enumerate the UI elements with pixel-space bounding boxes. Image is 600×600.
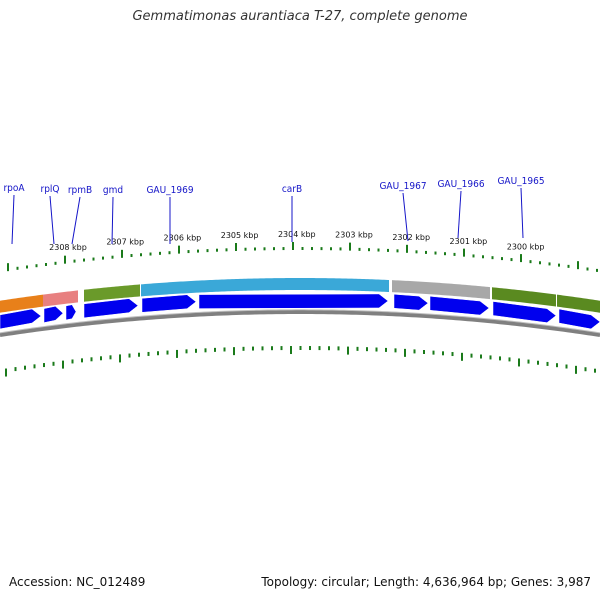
- gene-label: GAU_1969: [146, 185, 193, 196]
- kbp-label: 2306 kbp: [164, 233, 202, 242]
- gene-label-leader: [402, 192, 409, 242]
- feature-segment: [557, 294, 600, 313]
- accession-label: Accession: NC_012489: [9, 575, 146, 589]
- kbp-label: 2305 kbp: [221, 231, 259, 240]
- gene-arrow: [492, 301, 557, 323]
- gene-label: GAU_1967: [379, 181, 426, 192]
- gene-label: carB: [282, 184, 302, 195]
- gene-label-leader: [111, 196, 114, 245]
- gene-label: rplQ: [41, 184, 60, 195]
- gene-label: rpoA: [3, 183, 25, 194]
- feature-segment: [0, 294, 43, 313]
- kbp-label: 2300 kbp: [507, 243, 545, 252]
- gene-arrow: [558, 308, 600, 330]
- feature-segment: [43, 292, 64, 307]
- kbp-label: 2304 kbp: [278, 230, 316, 239]
- kbp-label: 2302 kbp: [392, 233, 430, 242]
- feature-segment: [392, 280, 490, 300]
- gene-label: GAU_1966: [437, 179, 484, 190]
- kbp-label: 2301 kbp: [450, 237, 488, 246]
- genome-backbone-highlight: [0, 309, 600, 334]
- gene-label: GAU_1965: [497, 176, 544, 187]
- feature-segment: [84, 284, 140, 302]
- gene-label: rpmB: [68, 185, 92, 196]
- gene-label-leader: [520, 187, 524, 239]
- feature-segment: [141, 280, 198, 297]
- gene-arrow: [198, 293, 389, 309]
- gene-arrow: [393, 293, 429, 311]
- kbp-label: 2307 kbp: [106, 238, 144, 247]
- feature-segment: [492, 287, 556, 307]
- gene-arrow: [0, 308, 42, 330]
- genome-backbone: [0, 310, 600, 338]
- gene-label-leader: [11, 194, 15, 245]
- genome-summary: Topology: circular; Length: 4,636,964 bp…: [261, 575, 591, 589]
- gene-arrow: [83, 298, 139, 319]
- gene-label: gmd: [103, 185, 123, 196]
- feature-segment: [64, 290, 78, 305]
- gene-arrow: [429, 296, 490, 316]
- gene-arrow: [43, 305, 64, 323]
- gene-label-leader: [49, 195, 55, 245]
- gene-arrow: [141, 294, 197, 313]
- gene-label-leader: [457, 190, 462, 239]
- kbp-label: 2303 kbp: [335, 231, 373, 240]
- kbp-label: 2308 kbp: [49, 243, 87, 252]
- feature-segment: [198, 278, 389, 293]
- map-title: Gemmatimonas aurantiaca T-27, complete g…: [132, 9, 468, 24]
- gene-arrow: [65, 304, 77, 321]
- gene-label-leader: [71, 196, 81, 245]
